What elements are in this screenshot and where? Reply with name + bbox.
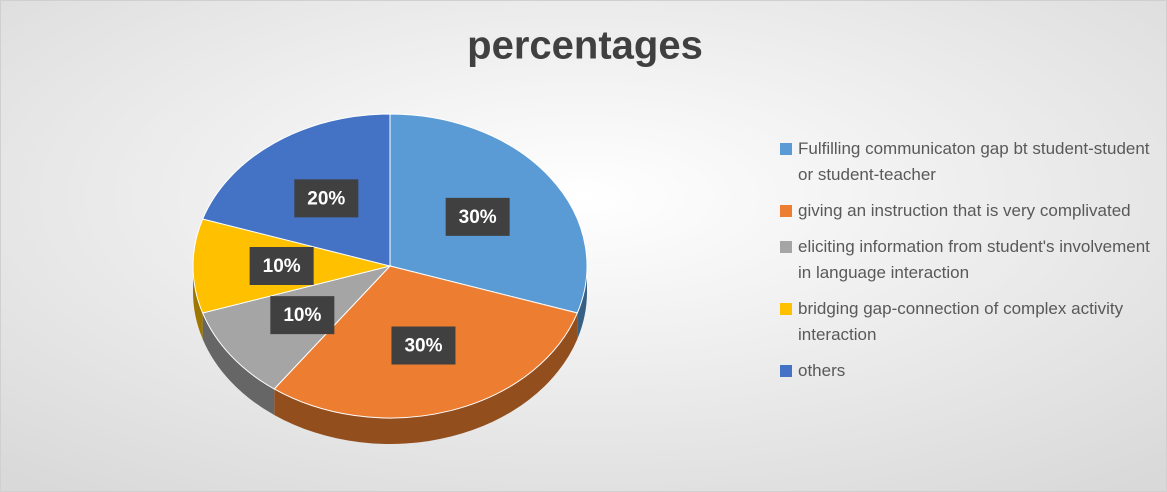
data-label-box [270, 296, 335, 335]
legend-label: eliciting information from student's inv… [798, 237, 1150, 282]
legend-entry: giving an instruction that is very compl… [776, 198, 1162, 224]
data-label-box [294, 179, 359, 218]
legend-entry: others [776, 358, 1162, 384]
legend-entry: eliciting information from student's inv… [776, 234, 1162, 286]
legend-swatch [780, 365, 792, 377]
legend-swatch [780, 143, 792, 155]
data-label: 30% [459, 207, 497, 228]
legend-entry: bridging gap-connection of complex activ… [776, 296, 1162, 348]
data-label: 10% [283, 305, 321, 326]
pie: 30% 30% 10% 10% 20% [192, 113, 588, 444]
slice-side [577, 266, 587, 339]
data-label-box [445, 197, 510, 236]
chart-title: percentages [467, 24, 703, 68]
legend: Fulfilling communicaton gap bt student-s… [776, 136, 1162, 394]
data-label-box [391, 326, 456, 365]
data-label: 30% [404, 336, 442, 357]
legend-label: bridging gap-connection of complex activ… [798, 299, 1124, 344]
legend-entry: Fulfilling communicaton gap bt student-s… [776, 136, 1162, 188]
data-label: 10% [263, 256, 301, 277]
legend-swatch [780, 205, 792, 217]
slice-side [193, 266, 203, 339]
legend-swatch [780, 303, 792, 315]
legend-swatch [780, 241, 792, 253]
legend-label: others [798, 361, 846, 380]
legend-label: Fulfilling communicaton gap bt student-s… [798, 139, 1150, 184]
data-label: 20% [307, 188, 345, 209]
slice-side [274, 312, 578, 444]
data-label-box [249, 247, 314, 285]
legend-label: giving an instruction that is very compl… [798, 201, 1131, 220]
